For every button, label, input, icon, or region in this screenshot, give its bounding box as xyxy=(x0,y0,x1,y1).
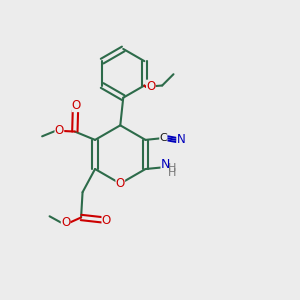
Text: H: H xyxy=(168,163,176,173)
Text: C: C xyxy=(160,133,167,143)
Text: N: N xyxy=(161,158,170,171)
Text: O: O xyxy=(146,80,155,93)
Text: H: H xyxy=(168,169,176,178)
Text: O: O xyxy=(61,216,70,229)
Text: O: O xyxy=(102,214,111,227)
Text: O: O xyxy=(72,99,81,112)
Text: O: O xyxy=(55,124,64,137)
Text: O: O xyxy=(116,177,125,190)
Text: N: N xyxy=(176,133,185,146)
